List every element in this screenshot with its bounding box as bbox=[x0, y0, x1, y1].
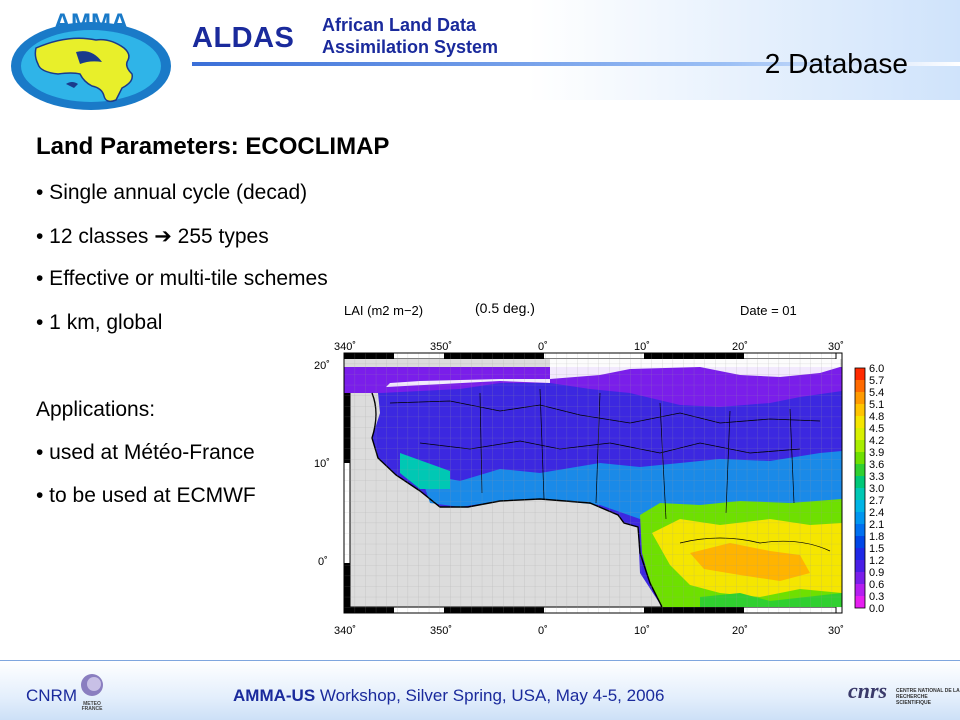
colorbar-swatch bbox=[855, 476, 865, 488]
colorbar-swatch bbox=[855, 368, 865, 380]
workshop-caption: AMMA-US Workshop, Silver Spring, USA, Ma… bbox=[233, 686, 664, 706]
bullet-item: • 12 classes ➔ 255 types bbox=[36, 225, 269, 248]
meteo-france-label: METEO FRANCE bbox=[81, 701, 103, 712]
colorbar-swatch bbox=[855, 524, 865, 536]
lon-label: 20˚ bbox=[732, 625, 748, 637]
colorbar-label: 0.0 bbox=[869, 603, 884, 615]
colorbar-label: 3.3 bbox=[869, 471, 884, 483]
map-resolution: (0.5 deg.) bbox=[475, 300, 535, 316]
colorbar-label: 0.6 bbox=[869, 579, 884, 591]
slide-title: 2 Database bbox=[764, 48, 908, 79]
lon-label: 10˚ bbox=[634, 341, 650, 353]
brand-subtitle-line2: Assimilation System bbox=[322, 37, 499, 57]
cnrm-logo-text: CNRM bbox=[26, 686, 77, 705]
applications-label: Applications: bbox=[36, 398, 156, 421]
lat-label: 20˚ bbox=[314, 360, 330, 372]
map-date: Date = 01 bbox=[740, 303, 797, 318]
brand-name: ALDAS bbox=[192, 22, 295, 54]
lat-label: 10˚ bbox=[314, 458, 330, 470]
colorbar-label: 5.7 bbox=[869, 375, 884, 387]
colorbar-frame bbox=[854, 367, 866, 609]
colorbar: 6.05.75.45.14.84.54.23.93.63.33.02.72.42… bbox=[854, 363, 884, 615]
footer bbox=[0, 661, 960, 720]
workshop-details: Workshop, Silver Spring, USA, May 4-5, 2… bbox=[315, 686, 665, 705]
lon-label: 30˚ bbox=[828, 341, 844, 353]
colorbar-swatch bbox=[855, 500, 865, 512]
colorbar-swatch bbox=[855, 596, 865, 608]
bullet-item: • Single annual cycle (decad) bbox=[36, 181, 308, 204]
bullet-item: • Effective or multi-tile schemes bbox=[36, 267, 328, 290]
colorbar-label: 2.4 bbox=[869, 507, 884, 519]
colorbar-swatch bbox=[855, 404, 865, 416]
colorbar-swatch bbox=[855, 416, 865, 428]
colorbar-swatch bbox=[855, 428, 865, 440]
svg-text:cnrs: cnrs bbox=[848, 678, 887, 703]
brand-subtitle: African Land Data Assimilation System bbox=[322, 14, 498, 58]
colorbar-label: 0.3 bbox=[869, 591, 884, 603]
map-title: LAI (m2 m−2) bbox=[344, 303, 423, 318]
colorbar-label: 2.1 bbox=[869, 519, 884, 531]
colorbar-swatch bbox=[855, 560, 865, 572]
lon-label: 0˚ bbox=[538, 625, 548, 637]
colorbar-swatch bbox=[855, 380, 865, 392]
lon-label: 350˚ bbox=[430, 341, 452, 353]
lon-label: 340˚ bbox=[334, 341, 356, 353]
workshop-name: AMMA-US bbox=[233, 686, 316, 705]
lon-label: 20˚ bbox=[732, 341, 748, 353]
colorbar-swatch bbox=[855, 512, 865, 524]
application-item: • to be used at ECMWF bbox=[36, 484, 256, 507]
lai-map: LAI (m2 m−2) (0.5 deg.) Date = 01 340˚ 3… bbox=[300, 293, 900, 643]
section-heading: Land Parameters: ECOCLIMAP bbox=[36, 133, 390, 160]
lon-label: 340˚ bbox=[334, 625, 356, 637]
colorbar-swatch bbox=[855, 572, 865, 584]
colorbar-label: 5.4 bbox=[869, 387, 884, 399]
cnrs-logo: cnrs bbox=[848, 678, 887, 703]
lon-label: 10˚ bbox=[634, 625, 650, 637]
colorbar-label: 1.5 bbox=[869, 543, 884, 555]
colorbar-label: 2.7 bbox=[869, 495, 884, 507]
colorbar-swatch bbox=[855, 440, 865, 452]
lon-label: 0˚ bbox=[538, 341, 548, 353]
colorbar-label: 1.2 bbox=[869, 555, 884, 567]
lon-label: 30˚ bbox=[828, 625, 844, 637]
colorbar-label: 3.6 bbox=[869, 459, 884, 471]
colorbar-label: 5.1 bbox=[869, 399, 884, 411]
colorbar-label: 1.8 bbox=[869, 531, 884, 543]
bullet-item: • 1 km, global bbox=[36, 311, 163, 334]
lon-label: 350˚ bbox=[430, 625, 452, 637]
colorbar-swatch bbox=[855, 536, 865, 548]
colorbar-label: 3.9 bbox=[869, 447, 884, 459]
lai-map-svg: LAI (m2 m−2) (0.5 deg.) Date = 01 340˚ 3… bbox=[314, 300, 884, 637]
colorbar-label: 0.9 bbox=[869, 567, 884, 579]
colorbar-label: 6.0 bbox=[869, 363, 884, 375]
cnrs-label: CENTRE NATIONAL DE LA RECHERCHE SCIENTIF… bbox=[896, 688, 960, 706]
colorbar-label: 4.5 bbox=[869, 423, 884, 435]
colorbar-swatch bbox=[855, 464, 865, 476]
brand-subtitle-line1: African Land Data bbox=[322, 15, 477, 35]
colorbar-swatch bbox=[855, 392, 865, 404]
colorbar-label: 3.0 bbox=[869, 483, 884, 495]
colorbar-swatch bbox=[855, 452, 865, 464]
header-rule bbox=[192, 62, 960, 66]
colorbar-label: 4.8 bbox=[869, 411, 884, 423]
colorbar-swatch bbox=[855, 548, 865, 560]
meteo-france-logo bbox=[81, 674, 103, 696]
application-item: • used at Météo-France bbox=[36, 441, 255, 464]
lat-label: 0˚ bbox=[318, 556, 328, 568]
colorbar-swatch bbox=[855, 584, 865, 596]
amma-logo: AMMA bbox=[11, 9, 171, 110]
colorbar-swatch bbox=[855, 488, 865, 500]
svg-text:AMMA: AMMA bbox=[54, 9, 129, 36]
map-field bbox=[344, 353, 842, 613]
colorbar-label: 4.2 bbox=[869, 435, 884, 447]
